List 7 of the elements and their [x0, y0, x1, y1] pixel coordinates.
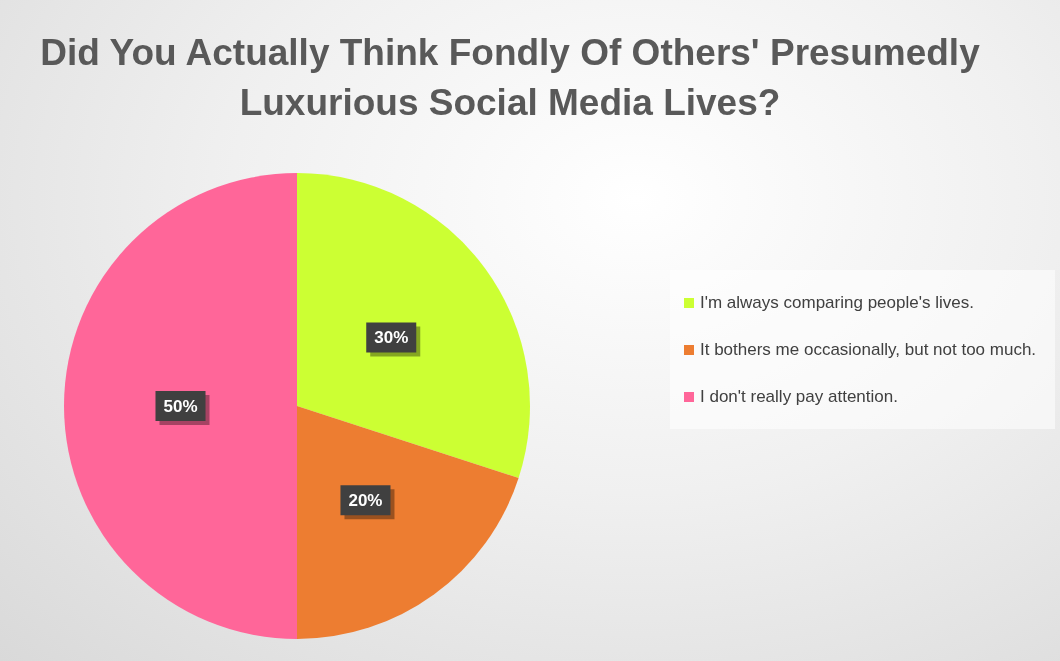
data-label: 30%	[374, 328, 409, 348]
data-label: 20%	[348, 490, 383, 510]
legend-label: I don't really pay attention.	[700, 386, 898, 408]
legend-label: It bothers me occasionally, but not too much.	[700, 339, 1037, 361]
legend-label: I'm always comparing people's lives.	[700, 292, 974, 314]
data-label: 50%	[163, 396, 198, 416]
chart-title: Did You Actually Think Fondly Of Others' Presumedly Luxurious Social Media Lives?	[40, 31, 980, 125]
